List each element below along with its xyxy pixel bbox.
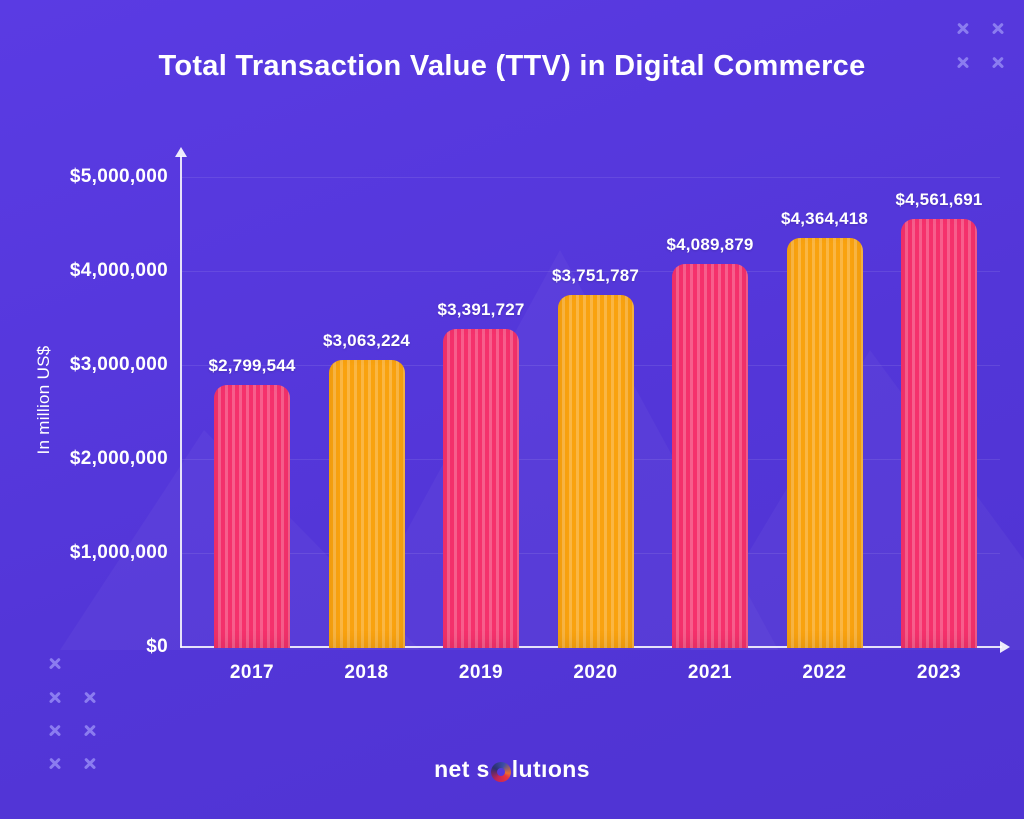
bar-value-label: $4,561,691 <box>895 190 983 210</box>
bar-value-label: $2,799,544 <box>208 355 296 375</box>
y-tick-label: $0 <box>146 636 168 657</box>
x-category-label: 2019 <box>458 662 504 683</box>
bar-2019 <box>443 329 519 648</box>
bar-value-label: $4,089,879 <box>666 234 754 254</box>
chart-title: Total Transaction Value (TTV) in Digital… <box>158 50 866 82</box>
logo-text-right: lutıons <box>511 756 590 782</box>
y-tick-label: $5,000,000 <box>69 166 168 187</box>
y-tick-label: $1,000,000 <box>69 542 168 563</box>
bar-2021 <box>672 263 748 648</box>
gridline <box>182 271 1000 272</box>
bar-value-label: $3,063,224 <box>322 331 411 351</box>
decor-x-icon <box>991 21 1005 35</box>
bar-value-label: $4,364,418 <box>780 208 869 228</box>
y-tick-label: $4,000,000 <box>69 260 168 281</box>
decor-x-icon <box>83 690 97 704</box>
decor-x-icon <box>48 690 62 704</box>
bar-value-label: $3,391,727 <box>437 300 525 320</box>
x-category-label: 2018 <box>344 662 389 683</box>
decor-x-icon <box>956 21 970 35</box>
y-axis-arrow-icon <box>175 147 187 157</box>
decor-x-icon <box>48 723 62 737</box>
bar-value-label: $3,751,787 <box>551 266 640 286</box>
y-axis-line <box>180 156 182 648</box>
x-category-label: 2023 <box>916 662 962 683</box>
y-tick-label: $3,000,000 <box>69 354 168 375</box>
bar-2018 <box>328 360 405 648</box>
logo-text-left: net s <box>434 756 490 782</box>
bar-2023 <box>901 219 977 648</box>
x-category-label: 2021 <box>687 662 733 683</box>
decor-x-icon <box>83 723 97 737</box>
footer-logo: net s lutıons <box>0 756 1024 783</box>
bar-2020 <box>557 295 634 648</box>
gridline <box>182 177 1000 178</box>
bar-2022 <box>786 237 863 648</box>
y-tick-label: $2,000,000 <box>69 448 168 469</box>
x-category-label: 2017 <box>229 662 275 683</box>
x-category-label: 2022 <box>802 662 847 683</box>
logo-swirl-o-icon <box>490 761 511 782</box>
decor-x-icon <box>48 656 62 670</box>
x-axis-arrow-icon <box>1000 641 1010 653</box>
plot-area: $2,799,544 $3,063,224 $3,391,727 $3,751,787… <box>182 177 1002 648</box>
x-category-label: 2020 <box>573 662 618 683</box>
bar-2017 <box>214 384 290 648</box>
